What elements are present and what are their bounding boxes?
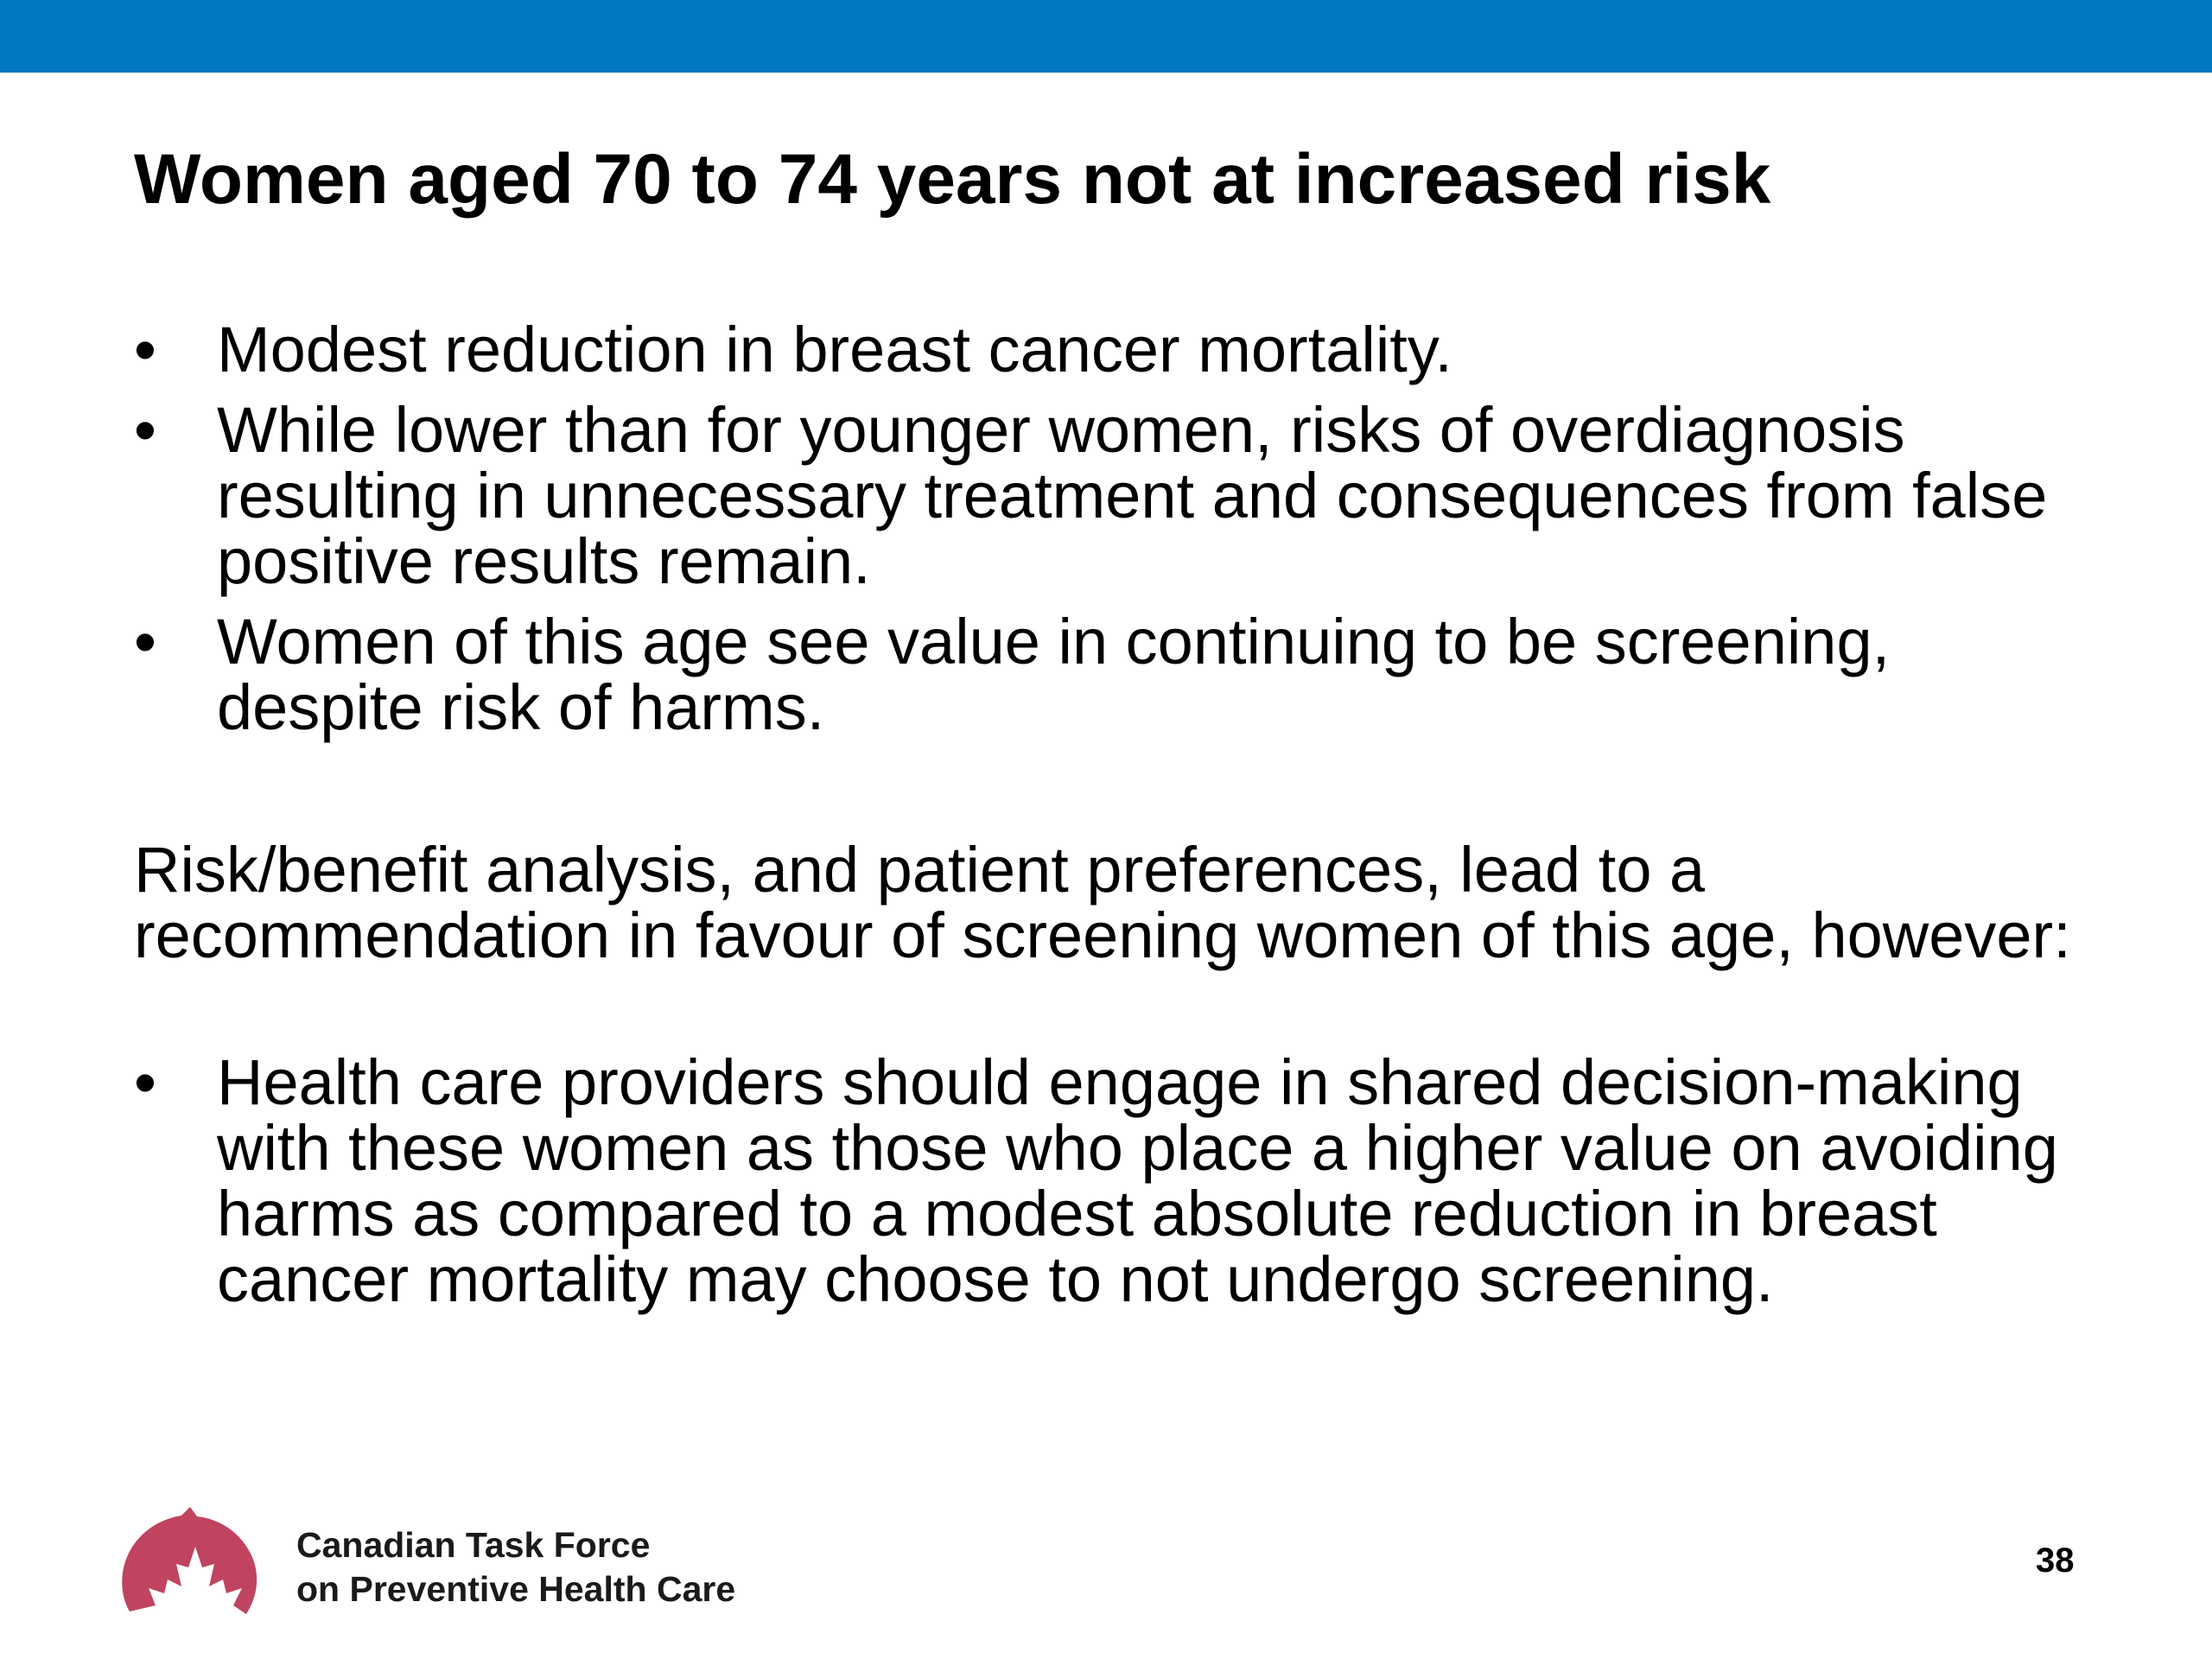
top-banner xyxy=(0,0,2212,73)
recommendation-paragraph: Risk/benefit analysis, and patient prefe… xyxy=(134,834,2071,971)
organization-name-line2: on Preventive Health Care xyxy=(296,1569,736,1609)
maple-leaf-arc-icon xyxy=(122,1507,257,1614)
bullet-dot: • xyxy=(134,606,156,677)
sub-bullet-list: • Health care providers should engage in… xyxy=(134,1050,2087,1327)
bullet-item: • Women of this age see value in continu… xyxy=(134,609,2087,741)
bullet-text: Women of this age see value in continuin… xyxy=(217,606,1891,743)
bullet-dot: • xyxy=(134,394,156,466)
bullet-item: • Health care providers should engage in… xyxy=(134,1050,2087,1313)
bullet-item: • While lower than for younger women, ri… xyxy=(134,397,2087,594)
bullet-text: Health care providers should engage in s… xyxy=(217,1046,2058,1315)
bullet-list: • Modest reduction in breast cancer mort… xyxy=(134,317,2087,755)
organization-name: Canadian Task Force on Preventive Health… xyxy=(296,1523,735,1611)
bullet-dot: • xyxy=(134,314,156,385)
bullet-text: Modest reduction in breast cancer mortal… xyxy=(217,314,1452,385)
organization-name-line1: Canadian Task Force xyxy=(296,1525,651,1565)
page-number: 38 xyxy=(2036,1541,2075,1580)
bullet-dot: • xyxy=(134,1046,156,1118)
bullet-text: While lower than for younger women, risk… xyxy=(217,394,2048,597)
slide-title: Women aged 70 to 74 years not at increas… xyxy=(134,140,1771,219)
bullet-item: • Modest reduction in breast cancer mort… xyxy=(134,317,2087,383)
